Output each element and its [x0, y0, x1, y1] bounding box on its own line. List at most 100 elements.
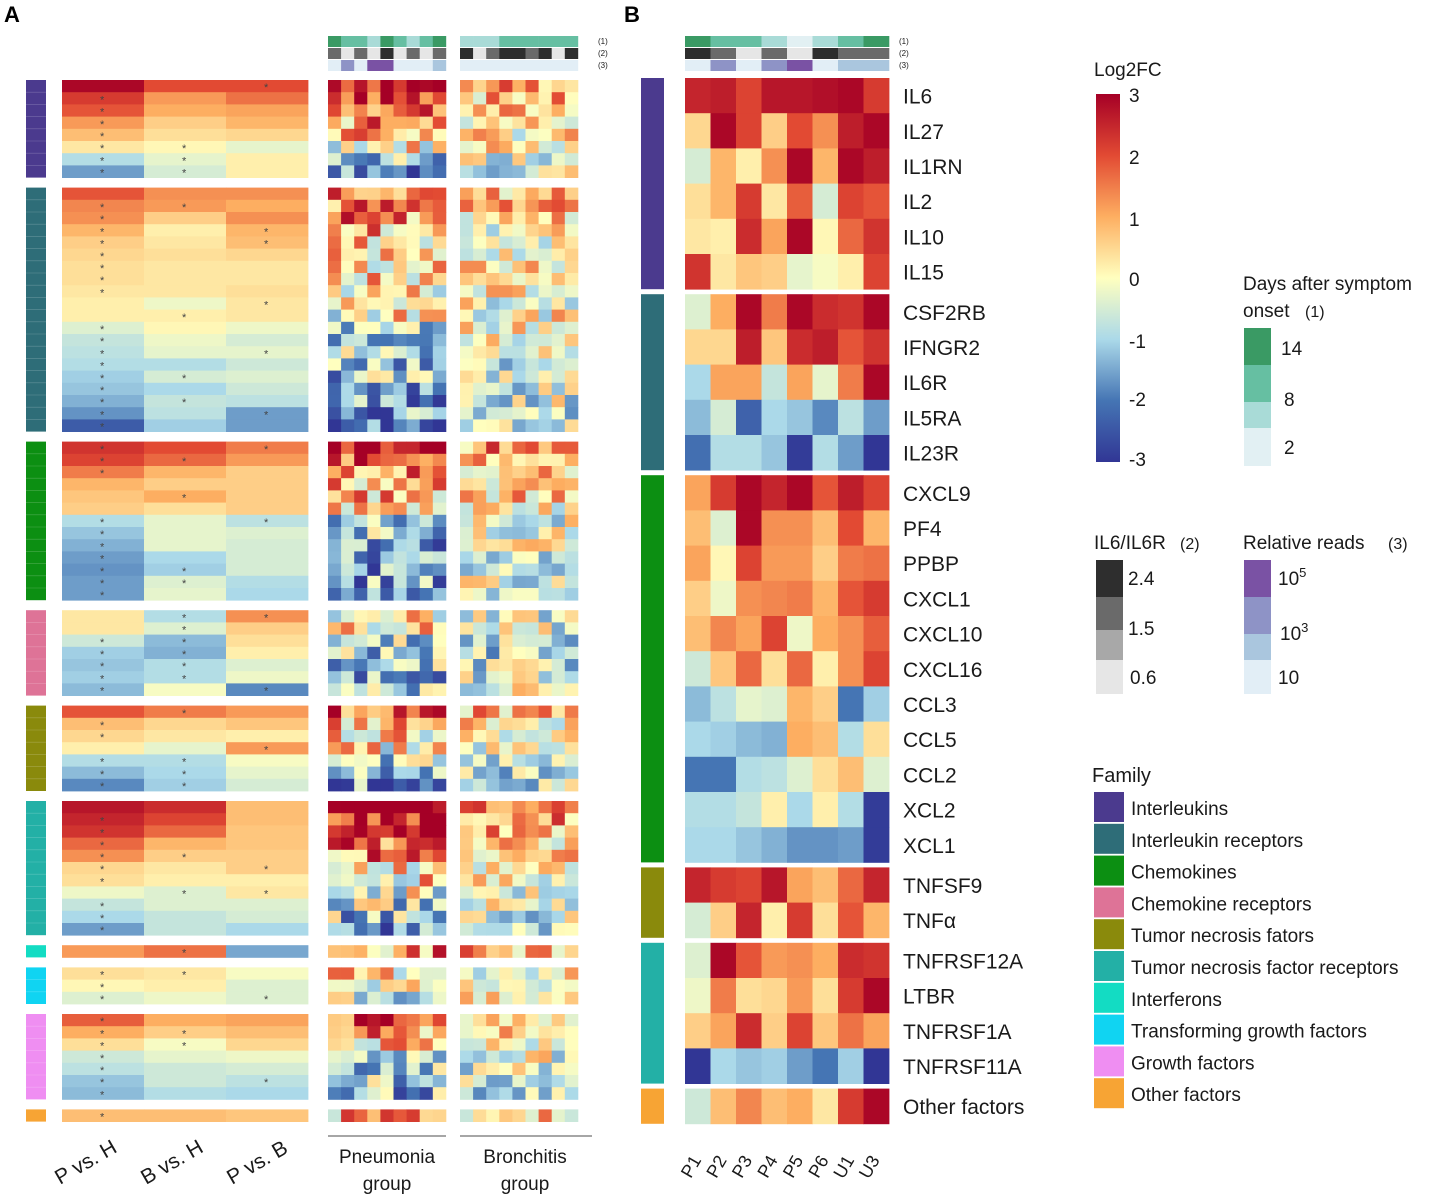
a-bronchitis-sample-cell	[551, 659, 566, 672]
a-comparison-cell	[62, 766, 145, 780]
a-bronchitis-sample-cell	[525, 224, 539, 237]
b-gene-label: CSF2RB	[903, 302, 986, 325]
a-pneumonia-sample-cell	[341, 165, 355, 178]
b-heatmap-cell	[710, 510, 737, 546]
a-pneumonia-sample-cell	[419, 490, 434, 503]
a-pneumonia-sample-cell	[406, 490, 421, 503]
a-pneumonia-sample-cell	[419, 659, 434, 672]
a-pneumonia-sample-cell	[380, 187, 394, 201]
a-bronchitis-sample-cell	[538, 248, 553, 262]
a-bronchitis-sample-cell	[551, 683, 566, 696]
a-pneumonia-sample-cell	[432, 849, 447, 863]
a-pneumonia-sample-cell	[393, 212, 407, 225]
a-comparison-cell	[62, 236, 145, 249]
a-comparison-cell	[226, 659, 309, 672]
a-pneumonia-ratio-cell	[380, 48, 394, 59]
a-significance-star: *	[100, 214, 105, 226]
a-bronchitis-ratio-cell	[538, 48, 552, 59]
a-pneumonia-day-cell	[354, 36, 368, 47]
a-bronchitis-sample-cell	[486, 260, 500, 274]
a-comparison-cell	[144, 945, 227, 958]
a-comparison-cell	[144, 849, 227, 863]
a-comparison-cell	[144, 862, 227, 875]
a-bronchitis-sample-cell	[525, 527, 539, 540]
a-pneumonia-sample-cell	[380, 813, 394, 826]
a-comparison-cell	[226, 514, 309, 528]
a-pneumonia-sample-cell	[393, 683, 407, 696]
a-comparison-cell	[226, 563, 309, 577]
b-gene-label: IL6	[903, 86, 932, 109]
a-pneumonia-sample-cell	[328, 1062, 342, 1076]
a-bronchitis-sample-cell	[460, 358, 474, 371]
a-bronchitis-sample-cell	[538, 527, 553, 540]
a-pneumonia-sample-cell	[367, 514, 381, 528]
a-significance-star: *	[100, 864, 105, 876]
a-pneumonia-sample-cell	[328, 717, 342, 731]
a-comparison-cell	[62, 945, 145, 958]
days-legend: Days after symptom onset (1) 14 8 2	[1243, 274, 1412, 466]
a-comparison-cell	[226, 370, 309, 384]
a-pneumonia-sample-cell	[380, 874, 394, 887]
a-bronchitis-sample-cell	[486, 273, 500, 286]
a-bronchitis-sample-cell	[460, 849, 474, 863]
a-bronchitis-sample-cell	[512, 563, 526, 577]
a-pneumonia-sample-cell	[367, 395, 381, 408]
a-pneumonia-sample-cell	[328, 754, 342, 767]
b-heatmap-cell	[812, 294, 839, 330]
a-bronchitis-sample-cell	[512, 199, 526, 213]
b-reads-cell	[685, 60, 711, 71]
a-pneumonia-sample-cell	[367, 1014, 381, 1027]
a-bronchitis-sample-cell	[525, 407, 539, 420]
a-bronchitis-sample-cell	[486, 92, 500, 105]
a-comparison-cell	[226, 187, 309, 201]
a-bronchitis-sample-cell	[499, 514, 513, 528]
a-bronchitis-sample-cell	[460, 1062, 474, 1076]
a-bronchitis-sample-cell	[499, 236, 513, 249]
a-bronchitis-sample-cell	[460, 886, 474, 899]
a-pneumonia-sample-cell	[354, 659, 368, 672]
a-comparison-cell	[62, 1038, 145, 1051]
a-bronchitis-sample-cell	[551, 273, 566, 286]
a-pneumonia-sample-cell	[432, 153, 447, 166]
a-pneumonia-sample-cell	[393, 539, 407, 552]
a-bronchitis-sample-cell	[499, 1075, 513, 1088]
a-pneumonia-sample-cell	[380, 923, 394, 936]
a-bronchitis-sample-cell	[499, 187, 513, 201]
a-bronchitis-sample-cell	[460, 1026, 474, 1039]
a-bronchitis-sample-cell	[538, 260, 553, 274]
a-significance-star: *	[182, 373, 187, 385]
a-pneumonia-sample-cell	[354, 563, 368, 577]
a-bronchitis-sample-cell	[538, 441, 553, 455]
b-heatmap-cell	[736, 475, 762, 511]
a-comparison-cell	[144, 622, 227, 635]
a-pneumonia-sample-cell	[341, 991, 355, 1005]
a-pneumonia-sample-cell	[406, 717, 421, 731]
a-pneumonia-sample-cell	[328, 646, 342, 660]
a-comparison-cell	[62, 297, 145, 310]
a-bronchitis-day-cell	[499, 36, 513, 47]
a-bronchitis-sample-cell	[564, 837, 579, 851]
a-significance-star: *	[264, 994, 269, 1006]
b-heatmap-cell	[685, 978, 711, 1014]
ratio-label-06: 0.6	[1130, 668, 1156, 689]
a-pneumonia-sample-cell	[393, 260, 407, 274]
a-significance-star: *	[100, 828, 105, 840]
a-bronchitis-sample-cell	[551, 837, 566, 851]
a-significance-star: *	[100, 409, 105, 421]
b-heatmap-cell	[736, 1048, 762, 1084]
a-bronchitis-sample-cell	[499, 382, 513, 396]
a-bronchitis-sample-cell	[499, 285, 513, 298]
a-bronchitis-sample-cell	[525, 1087, 539, 1100]
a-pneumonia-sample-cell	[354, 80, 368, 93]
a-pneumonia-sample-cell	[432, 837, 447, 851]
ratio-legend: IL6/IL6R (2) 2.4 1.5 0.6	[1094, 533, 1200, 694]
a-pneumonia-sample-cell	[419, 248, 434, 262]
a-bronchitis-sample-cell	[564, 634, 579, 648]
a-pneumonia-sample-cell	[341, 1109, 355, 1122]
b-heatmap-cell	[863, 148, 890, 184]
a-bronchitis-sample-cell	[538, 346, 553, 359]
a-pneumonia-sample-cell	[393, 236, 407, 249]
b-heatmap-cell	[787, 1088, 813, 1125]
a-pneumonia-sample-cell	[367, 165, 381, 178]
b-ratio-cell	[863, 48, 890, 59]
